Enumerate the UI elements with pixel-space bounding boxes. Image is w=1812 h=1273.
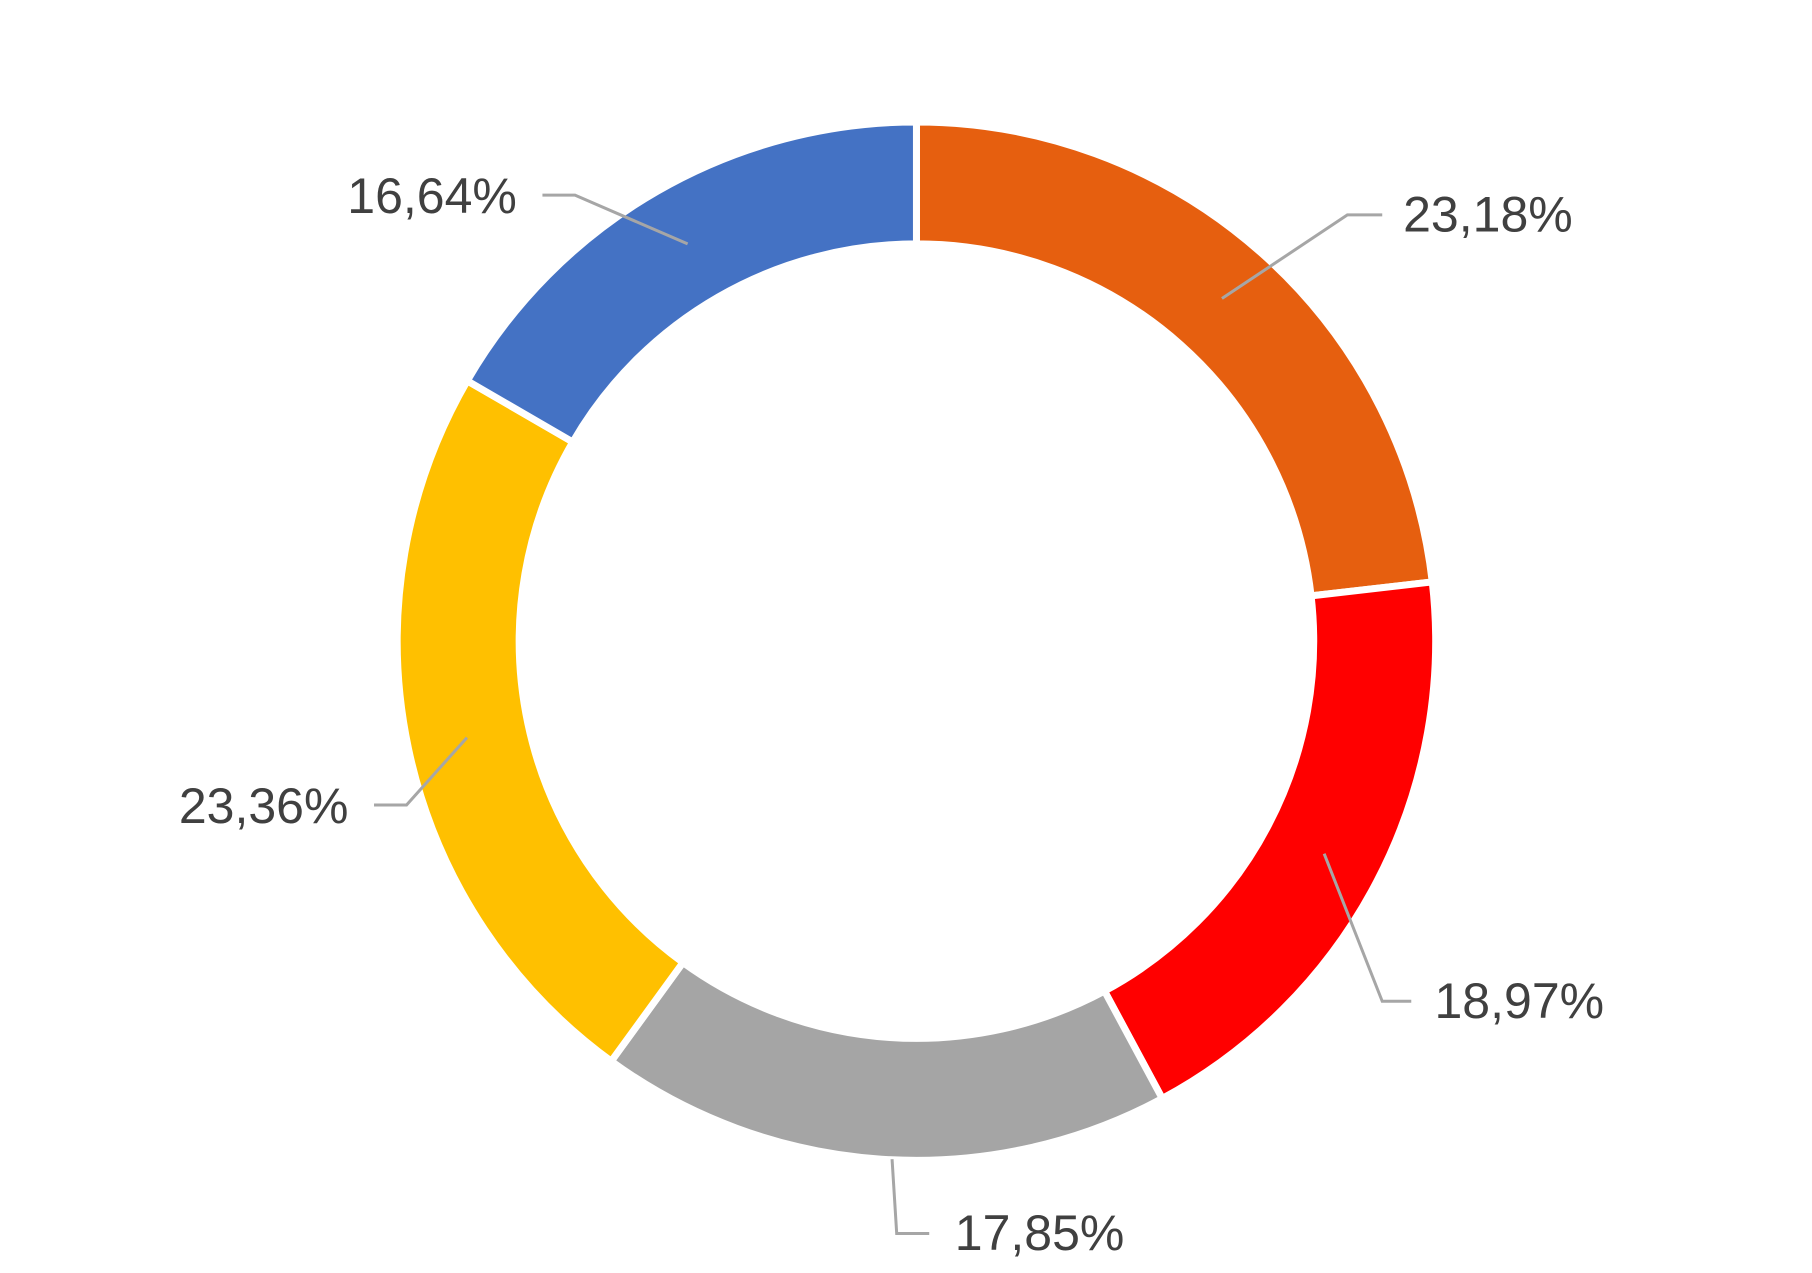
- leader-line: [374, 736, 469, 807]
- donut-slice: [462, 118, 920, 447]
- data-label: 16,64%: [347, 168, 517, 224]
- leader-line: [542, 193, 689, 246]
- leader-line: [1322, 853, 1412, 1003]
- data-label: 18,97%: [1435, 973, 1605, 1029]
- donut-slice: [606, 957, 1168, 1164]
- data-label: 23,18%: [1403, 187, 1573, 243]
- data-label: 23,36%: [179, 778, 349, 834]
- donut-slice: [1099, 578, 1440, 1104]
- leader-line: [890, 1159, 930, 1236]
- donut-slice: [393, 376, 688, 1067]
- leader-line: [1221, 213, 1383, 300]
- donut-slice: [912, 118, 1437, 600]
- data-label: 17,85%: [955, 1205, 1125, 1261]
